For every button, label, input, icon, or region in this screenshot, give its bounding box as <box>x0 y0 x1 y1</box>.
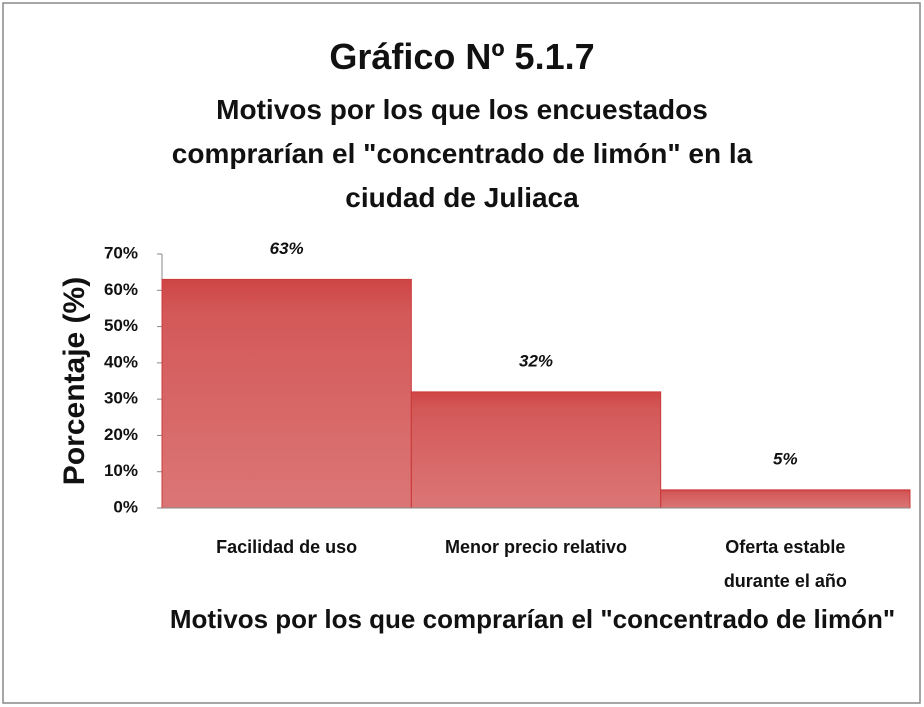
chart-title: Gráfico Nº 5.1.7 <box>162 36 762 78</box>
bar <box>162 279 411 508</box>
y-tick-label: 10% <box>104 461 138 480</box>
value-label: 5% <box>773 449 798 468</box>
y-tick-label: 70% <box>104 243 138 262</box>
bar <box>661 490 910 508</box>
chart-subtitle: Motivos por los que los encuestados comp… <box>150 88 774 220</box>
x-tick-label: Menor precio relativo <box>441 530 631 564</box>
y-tick-label: 50% <box>104 316 138 335</box>
x-tick-label: Oferta estable durante el año <box>690 530 880 598</box>
x-axis-title: Motivos por los que comprarían el "conce… <box>165 598 900 640</box>
y-tick-label: 30% <box>104 389 138 408</box>
bar <box>411 392 660 508</box>
chart-container: Porcentaje (%) 0% 10% 20% 30% 40% 50% 60% 70% 63%… <box>0 0 924 707</box>
value-label: 63% <box>270 239 304 258</box>
y-tick-label: 0% <box>113 497 138 516</box>
x-tick-label: Facilidad de uso <box>192 530 382 564</box>
y-tick-label: 40% <box>104 352 138 371</box>
y-axis-title: Porcentaje (%) <box>58 277 91 485</box>
y-tick-label: 20% <box>104 425 138 444</box>
value-label: 32% <box>519 351 553 370</box>
y-tick-label: 60% <box>104 280 138 299</box>
